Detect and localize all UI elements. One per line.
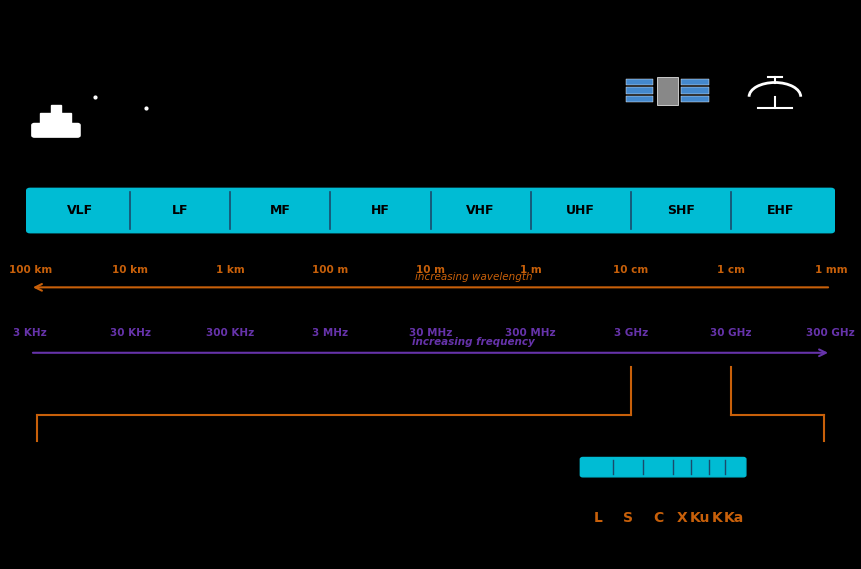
Bar: [626, 79, 653, 85]
Bar: [626, 96, 653, 102]
Text: EHF: EHF: [767, 204, 795, 217]
Text: 1 cm: 1 cm: [716, 265, 745, 275]
Text: 300 MHz: 300 MHz: [505, 328, 556, 338]
Bar: [40, 113, 71, 125]
Bar: [626, 87, 653, 94]
Text: C: C: [653, 511, 663, 525]
FancyBboxPatch shape: [580, 457, 746, 477]
Text: 30 KHz: 30 KHz: [109, 328, 151, 338]
Bar: [51, 105, 61, 113]
Text: 3 GHz: 3 GHz: [614, 328, 647, 338]
Text: VHF: VHF: [467, 204, 495, 217]
Text: 30 GHz: 30 GHz: [710, 328, 752, 338]
Text: 100 km: 100 km: [9, 265, 52, 275]
Text: 1 m: 1 m: [520, 265, 542, 275]
Text: 3 MHz: 3 MHz: [313, 328, 349, 338]
Text: 300 KHz: 300 KHz: [206, 328, 255, 338]
Text: L: L: [593, 511, 603, 525]
Bar: [681, 79, 709, 85]
Text: increasing wavelength: increasing wavelength: [415, 271, 532, 282]
Text: Ku: Ku: [690, 511, 710, 525]
Text: increasing frequency: increasing frequency: [412, 337, 535, 347]
Text: 1 km: 1 km: [216, 265, 245, 275]
Text: LF: LF: [172, 204, 189, 217]
Text: MF: MF: [270, 204, 291, 217]
Text: K: K: [711, 511, 722, 525]
Text: 3 KHz: 3 KHz: [13, 328, 47, 338]
FancyBboxPatch shape: [27, 188, 834, 233]
Text: X: X: [677, 511, 687, 525]
Text: 1 mm: 1 mm: [815, 265, 847, 275]
Text: 100 m: 100 m: [313, 265, 349, 275]
Bar: [657, 77, 678, 105]
Text: 10 m: 10 m: [416, 265, 445, 275]
Text: Ka: Ka: [724, 511, 745, 525]
Text: S: S: [623, 511, 633, 525]
Text: 30 MHz: 30 MHz: [409, 328, 452, 338]
Bar: [681, 96, 709, 102]
Text: UHF: UHF: [567, 204, 595, 217]
Bar: [681, 87, 709, 94]
Text: HF: HF: [371, 204, 390, 217]
Text: 10 km: 10 km: [112, 265, 148, 275]
Text: VLF: VLF: [67, 204, 93, 217]
Text: 300 GHz: 300 GHz: [807, 328, 855, 338]
Text: SHF: SHF: [666, 204, 695, 217]
Text: 10 cm: 10 cm: [613, 265, 648, 275]
FancyBboxPatch shape: [32, 123, 80, 137]
